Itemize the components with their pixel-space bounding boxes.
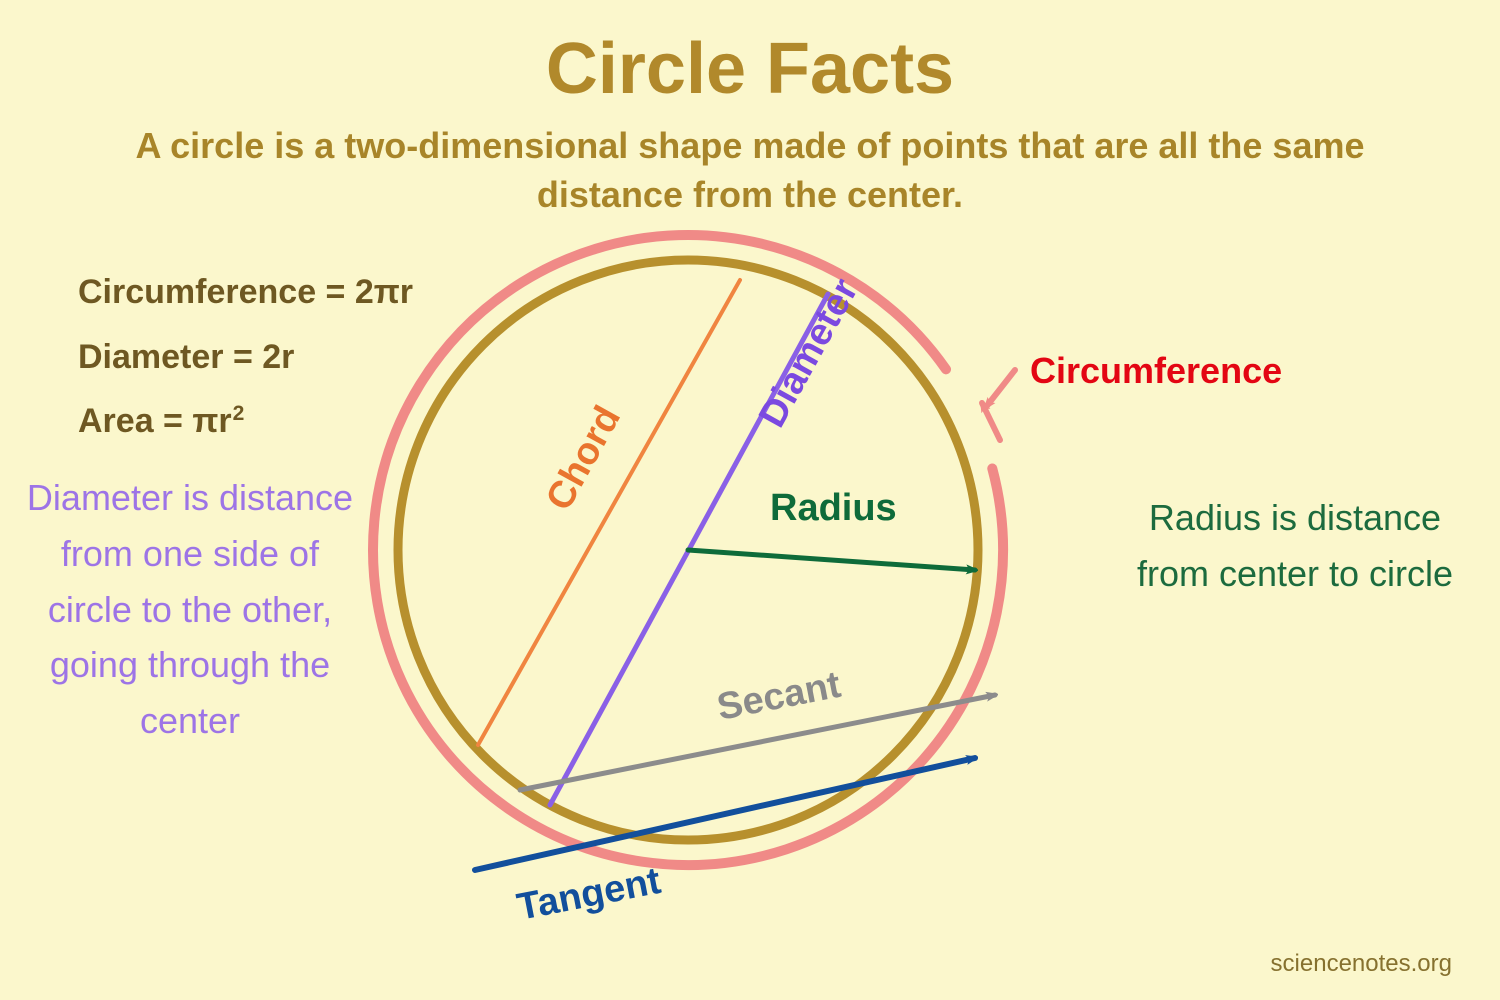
- attribution-text: sciencenotes.org: [1271, 950, 1452, 978]
- circle-diagram: ChordDiameterRadiusSecantTangent: [0, 0, 1500, 1000]
- svg-text:Secant: Secant: [714, 664, 845, 729]
- svg-text:Diameter: Diameter: [751, 272, 867, 435]
- infographic-canvas: Circle Facts A circle is a two-dimension…: [0, 0, 1500, 1000]
- svg-text:Radius: Radius: [770, 487, 897, 529]
- svg-text:Tangent: Tangent: [514, 860, 665, 929]
